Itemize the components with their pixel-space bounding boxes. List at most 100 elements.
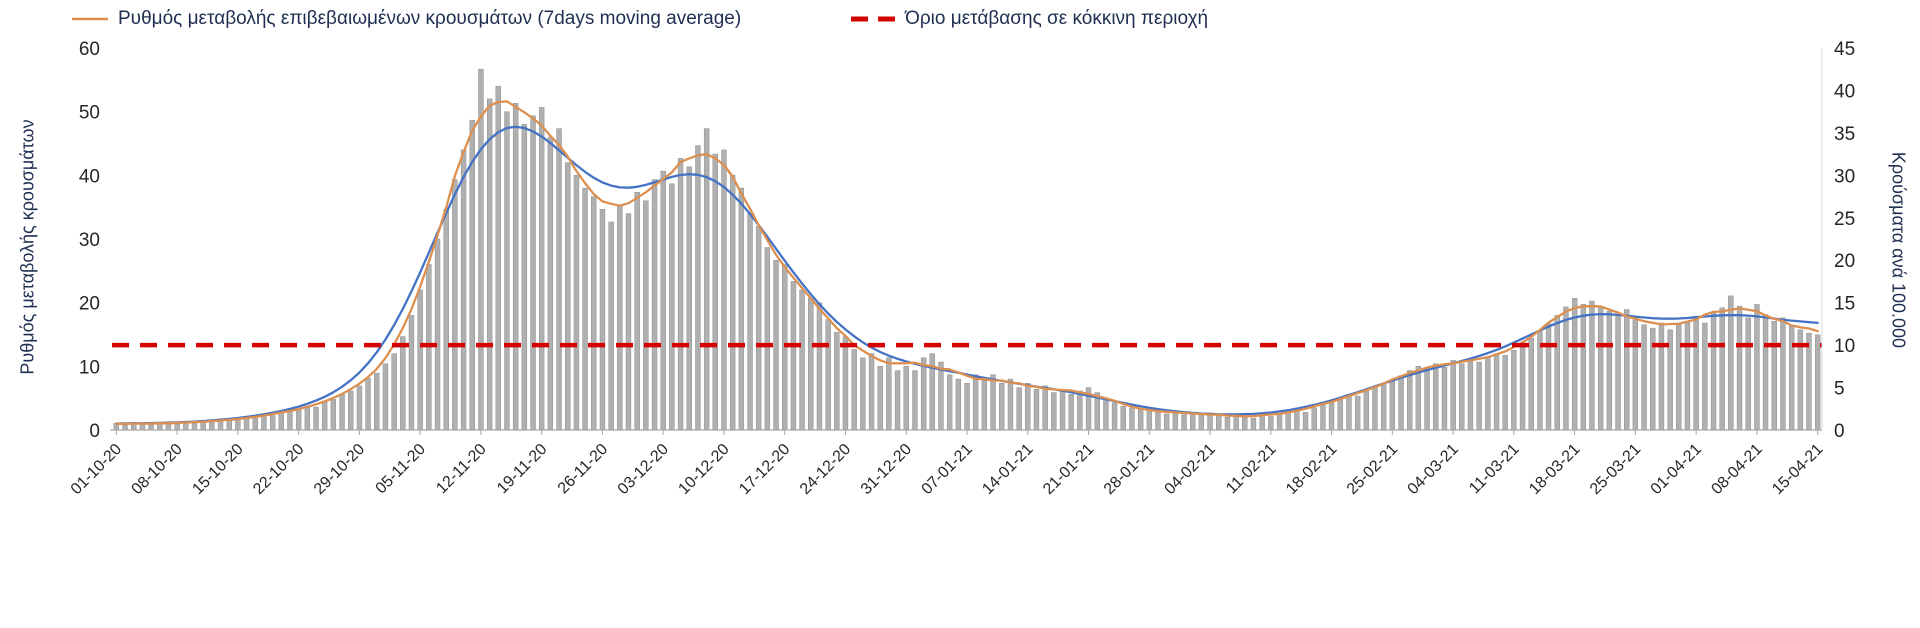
x-tick-label: 31-12-20	[858, 441, 915, 498]
daily-bar	[703, 128, 710, 431]
daily-bar	[964, 383, 970, 431]
daily-bar	[1433, 363, 1439, 431]
daily-bar	[408, 315, 415, 431]
x-tick-label: 25-03-21	[1587, 441, 1644, 498]
daily-bar	[851, 349, 857, 431]
daily-bar	[148, 424, 154, 431]
daily-bar	[269, 415, 276, 431]
daily-bar	[1745, 317, 1751, 431]
daily-bar	[1120, 405, 1126, 431]
x-tick-label: 11-02-21	[1223, 441, 1280, 498]
daily-bar	[825, 319, 831, 431]
daily-bar	[1146, 408, 1153, 431]
daily-bar	[1389, 380, 1396, 431]
y-tick-label-left: 0	[89, 421, 100, 442]
y-tick-label-left: 30	[79, 230, 100, 251]
daily-bar	[330, 399, 337, 431]
legend-item-moving-average: Ρυθμός μεταβολής επιβεβαιωμένων κρουσμάτ…	[72, 8, 741, 30]
moving-average-line	[115, 100, 1819, 426]
daily-bar	[547, 136, 554, 431]
y-tick-label-right: 20	[1834, 251, 1855, 272]
daily-bar	[365, 377, 371, 431]
daily-bar	[1372, 387, 1378, 431]
daily-bar	[1624, 309, 1630, 431]
daily-bar	[799, 289, 805, 431]
daily-bar	[903, 366, 909, 431]
x-tick-label: 15-04-21	[1769, 441, 1826, 498]
daily-bar	[651, 179, 658, 431]
y-tick-label-left: 40	[79, 166, 100, 187]
y-tick-label-left: 50	[79, 103, 100, 124]
right-axis-title: Κρούσματα ανά 100.000	[1888, 151, 1909, 349]
daily-bar	[1563, 306, 1569, 431]
daily-bar	[773, 259, 779, 431]
daily-bar	[122, 424, 128, 431]
daily-bar	[1172, 411, 1179, 431]
daily-bar	[1302, 411, 1309, 431]
daily-bar	[816, 302, 823, 431]
daily-bar	[1528, 338, 1534, 431]
daily-bar	[1441, 366, 1448, 431]
daily-bar	[1137, 409, 1144, 431]
daily-bar	[1380, 383, 1387, 431]
daily-bar	[1771, 321, 1777, 431]
daily-bar	[1051, 392, 1057, 431]
daily-bar	[1719, 307, 1725, 431]
x-tick-label: 05-11-20	[373, 441, 430, 498]
x-tick-label: 24-12-20	[797, 441, 854, 498]
daily-bar	[486, 98, 493, 431]
daily-bar	[808, 298, 814, 431]
daily-bar	[1511, 349, 1517, 431]
daily-bar	[1632, 319, 1639, 431]
daily-bar	[1519, 343, 1526, 431]
daily-bar	[1068, 394, 1074, 431]
daily-bar	[912, 370, 918, 431]
daily-bar	[417, 289, 423, 431]
daily-bar	[1311, 407, 1317, 431]
x-tick-label: 18-02-21	[1283, 441, 1340, 498]
daily-bar	[1476, 361, 1482, 431]
x-tick-label: 11-03-21	[1466, 441, 1523, 498]
daily-bar	[139, 423, 146, 431]
daily-bar	[174, 423, 180, 431]
daily-bar	[573, 175, 580, 431]
daily-bar	[920, 357, 927, 431]
trend-line	[115, 125, 1819, 425]
daily-bar	[1398, 375, 1404, 431]
daily-bar	[460, 149, 467, 431]
daily-bar	[321, 401, 328, 431]
legend-label-moving-average: Ρυθμός μεταβολής επιβεβαιωμένων κρουσμάτ…	[118, 8, 742, 29]
daily-bar	[955, 378, 962, 431]
daily-bar	[1033, 389, 1040, 431]
y-tick-label-left: 20	[79, 294, 100, 315]
daily-bar	[1268, 416, 1274, 431]
daily-bar	[981, 380, 988, 431]
daily-bar	[677, 158, 684, 431]
daily-bar	[1580, 304, 1587, 431]
daily-bar	[1216, 415, 1222, 431]
daily-bar	[348, 390, 354, 431]
daily-bar	[356, 385, 363, 431]
x-tick-label: 22-10-20	[250, 441, 307, 498]
daily-bar	[1658, 322, 1665, 431]
daily-bar	[755, 226, 762, 431]
daily-bar	[894, 370, 901, 431]
daily-bar	[556, 128, 562, 431]
daily-bar	[1224, 417, 1231, 431]
x-tick-label: 08-04-21	[1708, 441, 1765, 498]
daily-bar	[764, 247, 771, 431]
daily-bar	[1320, 404, 1326, 431]
daily-bar	[1155, 411, 1161, 431]
daily-bar	[1103, 399, 1109, 431]
daily-bar	[1042, 385, 1048, 431]
daily-bar	[1814, 334, 1821, 431]
daily-bar	[1111, 402, 1118, 431]
y-tick-label-right: 5	[1834, 379, 1845, 400]
daily-bar	[209, 422, 215, 431]
daily-bar	[1459, 363, 1465, 431]
daily-bar	[339, 394, 345, 431]
daily-bar	[452, 179, 458, 431]
y-tick-label-right: 15	[1834, 294, 1855, 315]
daily-bar	[1641, 324, 1647, 431]
